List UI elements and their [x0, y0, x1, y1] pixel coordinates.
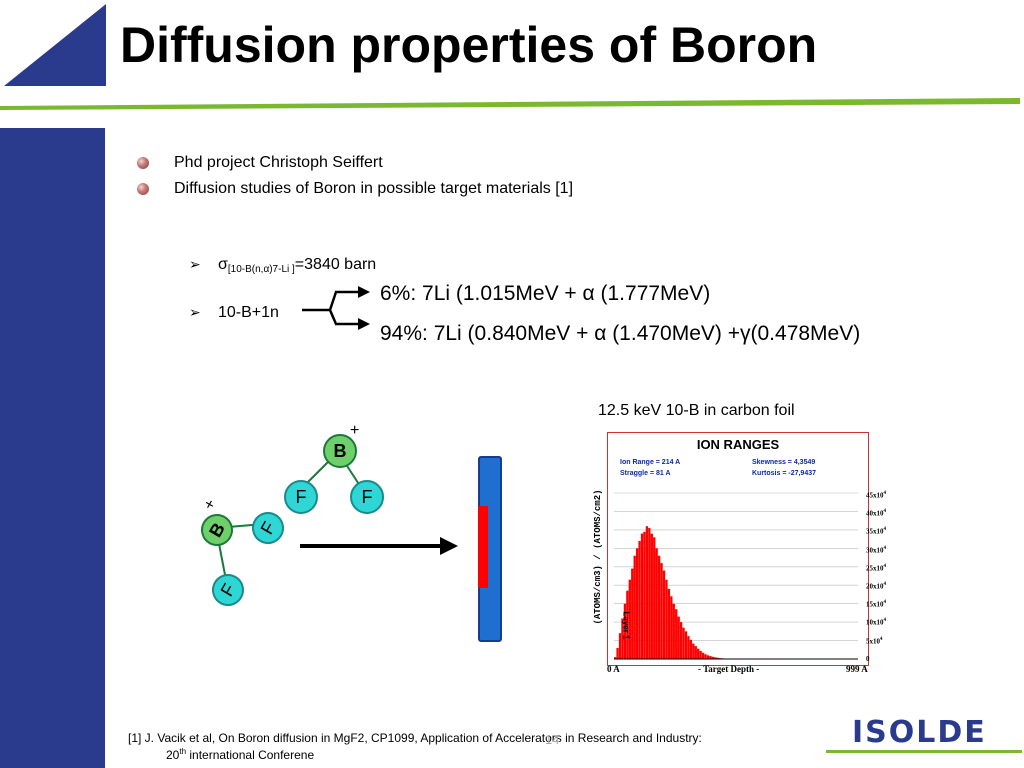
- histogram-bar: [614, 657, 617, 659]
- histogram-bar: [645, 526, 649, 659]
- arrow-bullet-icon: ➢: [189, 256, 201, 272]
- histogram-bar: [657, 555, 661, 659]
- y-tick-label: 25x104: [866, 563, 886, 573]
- y-tick-label: 40x104: [866, 509, 886, 518]
- cross-section-value: =3840 barn: [294, 256, 377, 273]
- y-tick-label: 5x104: [866, 636, 883, 645]
- histogram-bar: [643, 531, 646, 659]
- histogram-bar: [670, 596, 673, 659]
- histogram-bar: [684, 631, 688, 659]
- reference-line-1: [1] J. Vacik et al, On Boron diffusion i…: [128, 731, 702, 745]
- y-tick-label: 15x104: [866, 600, 886, 609]
- histogram-bar: [699, 650, 702, 659]
- histogram-bar: [626, 590, 629, 659]
- x-axis-min: 0 A: [607, 664, 620, 674]
- histogram-bar: [706, 655, 710, 659]
- histogram-bar: [623, 603, 627, 659]
- x-axis-max: 999 A: [846, 664, 868, 674]
- header-left-bar: [0, 86, 106, 89]
- histogram-plot: [614, 492, 858, 660]
- bullet-icon: [137, 183, 149, 195]
- histogram-bar: [689, 639, 693, 659]
- y-axis-label: (ATOMS/cm3) / (ATOMS/cm2): [593, 489, 603, 625]
- page-number: 14: [545, 732, 560, 747]
- reaction-branch-2: 94%: 7Li (0.840MeV + α (1.470MeV) +γ(0.4…: [380, 322, 861, 345]
- branch-arrow-icon: [302, 286, 370, 330]
- stat-kurtosis: Kurtosis = -27,9437: [752, 470, 817, 477]
- beam-arrow-icon: [300, 537, 458, 555]
- histogram-bar: [714, 657, 717, 659]
- chart-title: ION RANGES: [696, 437, 780, 452]
- boron-atom: B: [323, 434, 357, 468]
- histogram-bar: [679, 622, 683, 659]
- y-tick-label: 35x104: [866, 527, 886, 536]
- header-green-rule: [0, 98, 1020, 110]
- histogram-bar: [648, 528, 651, 659]
- stat-straggle: Straggle = 81 A: [620, 470, 671, 477]
- histogram-bar: [694, 646, 697, 659]
- stat-ion-range: Ion Range = 214 A: [620, 459, 681, 466]
- bullet-icon: [137, 157, 149, 169]
- histogram-bar: [653, 537, 656, 659]
- chart-caption: 12.5 keV 10-B in carbon foil: [598, 402, 795, 419]
- x-axis-label: - Target Depth -: [698, 664, 760, 674]
- histogram-bar: [672, 603, 675, 659]
- histogram-bar: [616, 647, 619, 659]
- histogram-bar: [635, 548, 639, 659]
- histogram-bar: [621, 618, 624, 659]
- implanted-boron-layer: [478, 506, 488, 588]
- histogram-bar: [660, 563, 663, 659]
- sigma-symbol: σ: [218, 256, 228, 273]
- histogram-bar: [709, 656, 712, 659]
- y-tick-label: 10x104: [866, 618, 886, 627]
- bullet-text-1: Phd project Christoph Seiffert: [174, 154, 383, 171]
- histogram-bar: [640, 533, 644, 659]
- arrow-bullet-icon: ➢: [189, 304, 201, 320]
- histogram-bar: [701, 652, 705, 659]
- sigma-subscript: [10-B(n,α)7-Li ]: [227, 264, 295, 275]
- y-tick-label: 0: [866, 654, 870, 663]
- histogram-bar: [711, 656, 715, 659]
- header-triangle: [4, 4, 106, 86]
- stat-skewness: Skewness = 4,3549: [752, 459, 816, 466]
- histogram-bar: [682, 627, 685, 659]
- histogram-bar: [628, 579, 631, 659]
- histogram-bar: [665, 579, 668, 659]
- isolde-logo: ISOLDE: [852, 714, 1012, 754]
- fluorine-atom: F: [350, 480, 384, 514]
- left-sidebar-bar: [0, 128, 105, 768]
- histogram-bar: [677, 616, 680, 659]
- histogram-bar: [716, 657, 719, 659]
- y-tick-label: 20x104: [866, 582, 886, 591]
- inner-layer-label: Layer 1: [621, 611, 631, 640]
- histogram-bar: [638, 540, 641, 659]
- histogram-bar: [697, 648, 700, 659]
- histogram-bar: [655, 548, 658, 659]
- histogram-bar: [662, 570, 666, 659]
- bullet-text-2: Diffusion studies of Boron in possible t…: [174, 180, 574, 197]
- histogram-bar: [631, 568, 634, 659]
- reference-line-2: 20th international Conferene: [166, 747, 315, 762]
- ion-ranges-chart: ION RANGES Ion Range = 214 A Straggle = …: [607, 432, 869, 666]
- y-tick-label: 30x104: [866, 545, 886, 554]
- histogram-bar: [704, 654, 707, 659]
- logo-green-rule: [826, 750, 1022, 753]
- charge-label: +: [350, 422, 360, 439]
- fluorine-atom: F: [284, 480, 318, 514]
- reaction-branch-1: 6%: 7Li (1.015MeV + α (1.777MeV): [380, 282, 711, 305]
- histogram-bar: [650, 533, 653, 659]
- page-title: Diffusion properties of Boron: [120, 17, 818, 73]
- histogram-bar: [687, 636, 690, 659]
- reaction-label: 10-B+1n: [218, 304, 279, 321]
- histogram-bar: [692, 643, 695, 659]
- isolde-logo-text: ISOLDE: [852, 715, 987, 750]
- cross-section-line: σ[10-B(n,α)7-Li ]=3840 barn: [218, 256, 376, 275]
- histogram-bar: [667, 588, 671, 659]
- histogram-bar: [675, 609, 678, 659]
- histogram-bar: [633, 555, 636, 659]
- y-tick-label: 45x104: [866, 491, 886, 500]
- histogram-bar: [618, 633, 622, 659]
